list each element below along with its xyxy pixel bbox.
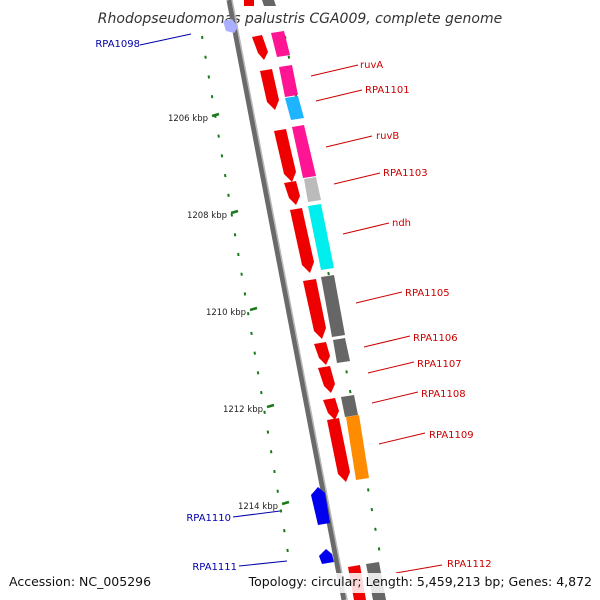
kbp-tick-label: 1210 kbp (206, 308, 246, 318)
genome-stats-text: Topology: circular; Length: 5,459,213 bp… (248, 574, 592, 589)
gene-RPA1110[interactable]: RPA1110 (186, 487, 330, 525)
gene-RPA1108[interactable]: RPA1108 (323, 389, 466, 420)
gene-top-partial[interactable] (244, 0, 276, 6)
gene-RPA1098[interactable]: RPA1098 (95, 19, 238, 50)
gene-RPA1111[interactable]: RPA1111 (192, 549, 334, 573)
gene-label-ruvA: ruvA (360, 60, 383, 71)
gene-RPA1106[interactable]: RPA1106 (314, 333, 458, 365)
gene-label-RPA1105: RPA1105 (405, 288, 450, 299)
gene-label-RPA1101: RPA1101 (365, 85, 410, 96)
gene-ruvB[interactable]: ruvB (274, 125, 399, 182)
kbp-tick-label: 1212 kbp (223, 405, 263, 415)
kbp-scale: 1206 kbp 1208 kbp 1210 kbp 1212 kbp 1214… (168, 112, 290, 512)
gene-RPA1101[interactable]: RPA1101 (285, 85, 410, 120)
kbp-tick-label: 1208 kbp (187, 211, 227, 221)
gene-label-ruvB: ruvB (376, 131, 399, 142)
kbp-tick-label: 1214 kbp (238, 502, 278, 512)
gene-label-RPA1107: RPA1107 (417, 359, 462, 370)
gene-label-RPA1106: RPA1106 (413, 333, 458, 344)
gene-label-ndh: ndh (392, 218, 411, 229)
gene-label-RPA1112: RPA1112 (447, 559, 492, 570)
kbp-tick-mark (281, 500, 290, 506)
accession-text: Accession: NC_005296 (9, 574, 151, 589)
gene-label-RPA1111: RPA1111 (192, 562, 237, 573)
gene-RPA1107[interactable]: RPA1107 (318, 359, 462, 393)
gene-label-RPA1109: RPA1109 (429, 430, 474, 441)
kbp-tick-mark (266, 403, 275, 409)
gene-ndh[interactable]: ndh (290, 204, 411, 273)
footer-background (0, 573, 600, 593)
kbp-tick-mark (249, 306, 258, 312)
kbp-tick-mark (211, 112, 220, 118)
gene-label-RPA1103: RPA1103 (383, 168, 428, 179)
kbp-tick-mark (230, 209, 239, 215)
gene-label-RPA1110: RPA1110 (186, 513, 231, 524)
gene-RPA1109[interactable]: RPA1109 (327, 415, 474, 482)
kbp-tick-label: 1206 kbp (168, 114, 208, 124)
gene-pre-ruvA[interactable] (252, 31, 290, 60)
gene-RPA1105[interactable]: RPA1105 (303, 275, 450, 339)
genome-title: Rhodopseudomonas palustris CGA009, compl… (98, 11, 502, 27)
gene-ruvA[interactable]: ruvA (260, 60, 383, 110)
gene-RPA1103[interactable]: RPA1103 (284, 168, 428, 205)
gene-label-RPA1098: RPA1098 (95, 39, 140, 50)
gene-label-RPA1108: RPA1108 (421, 389, 466, 400)
